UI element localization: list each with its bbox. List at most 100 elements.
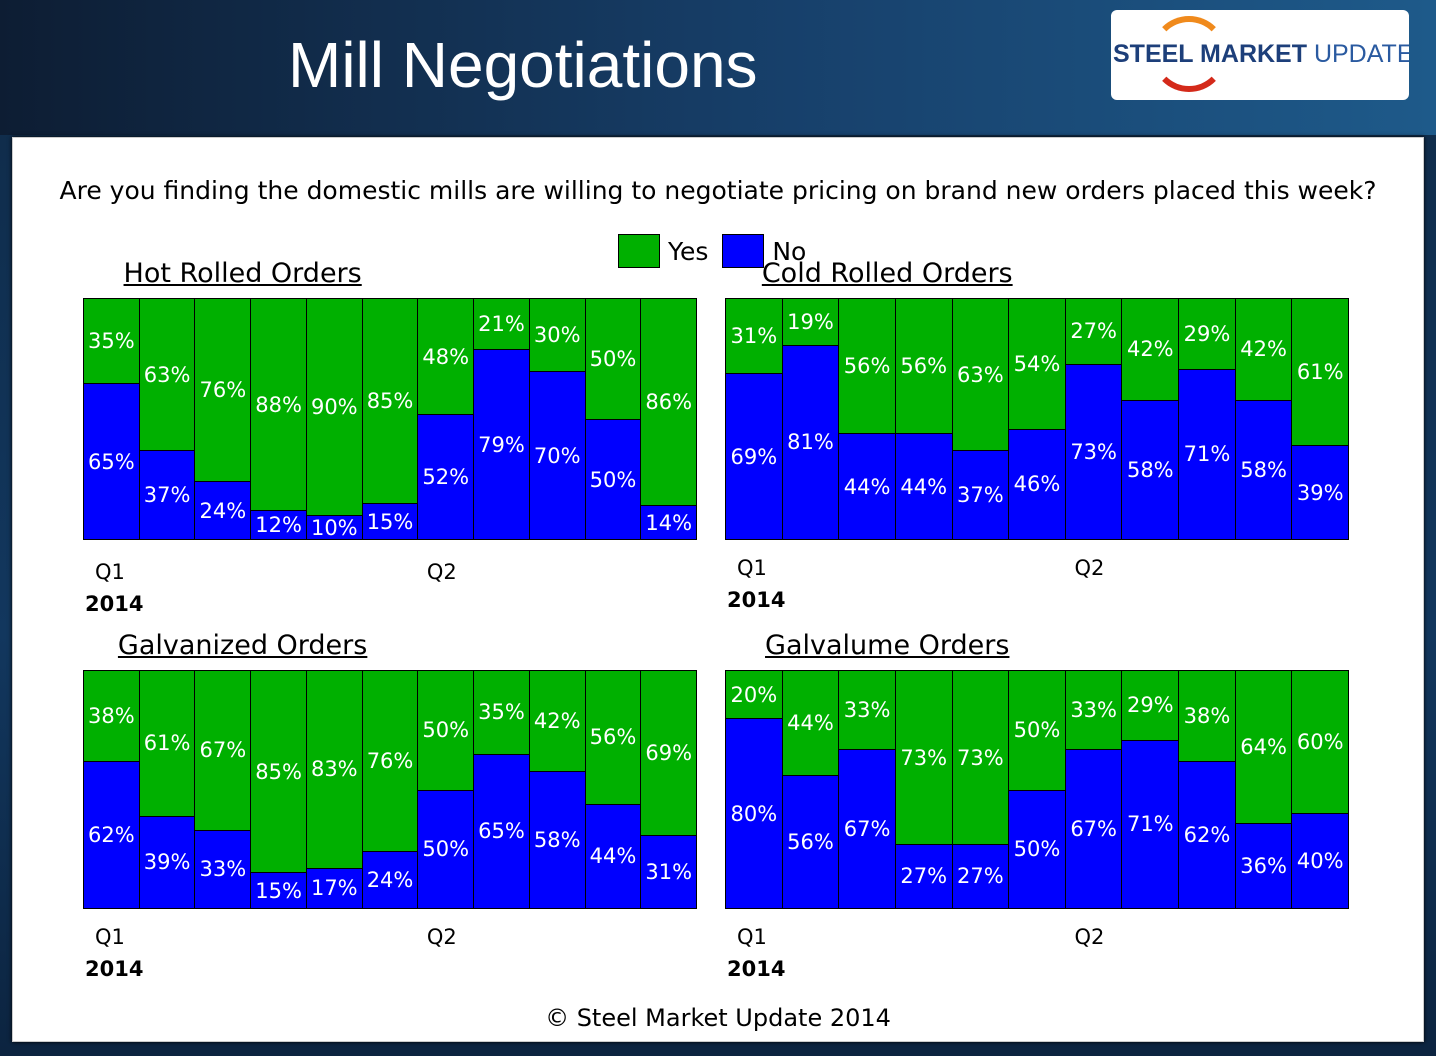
bar: 86% 14% — [641, 299, 697, 539]
x-tick-label: Q2 — [426, 925, 457, 949]
bar: 64% 36% — [1235, 671, 1293, 908]
bar-segment-no: 79% — [474, 349, 529, 539]
bar: 19% 81% — [782, 299, 840, 539]
bar: 50% 50% — [418, 671, 475, 908]
bar: 33% 67% — [839, 671, 896, 908]
bar-segment-yes: 27% — [1065, 299, 1122, 364]
bar-segment-yes: 54% — [1009, 299, 1065, 429]
bar-segment-yes: 50% — [1009, 671, 1065, 790]
bar-segment-no: 31% — [641, 834, 697, 908]
bar-segment-yes: 38% — [84, 671, 139, 762]
bar-segment-yes: 61% — [139, 671, 195, 816]
legend-no-label: No — [772, 236, 807, 266]
bar: 56% 44% — [585, 671, 642, 908]
bar: 38% 62% — [84, 671, 140, 908]
bar-segment-no: 52% — [418, 414, 474, 539]
bar: 35% 65% — [84, 299, 140, 539]
bar: 83% 17% — [306, 671, 363, 908]
bar-segment-no: 40% — [1292, 813, 1349, 908]
logo-swoosh-icon — [1151, 16, 1227, 92]
stacked-bar-chart: 31% 69% 19% 81% 56% 44% 56% 44% 63% 37% 54% 46% 27% 7… — [725, 298, 1349, 540]
bar-segment-no: 50% — [585, 419, 641, 539]
x-year-label: 2014 — [727, 957, 786, 981]
bar-segment-no: 71% — [1122, 739, 1179, 908]
bar-segment-yes: 50% — [418, 671, 474, 790]
bar: 67% 33% — [195, 671, 252, 908]
bar: 73% 27% — [952, 671, 1010, 908]
bar-segment-no: 67% — [839, 749, 895, 908]
bar-segment-no: 39% — [139, 815, 195, 908]
bar-segment-no: 70% — [529, 371, 585, 539]
bar-segment-yes: 67% — [195, 671, 251, 830]
bar-segment-no: 58% — [1235, 399, 1292, 539]
bar-segment-yes: 56% — [895, 299, 952, 434]
bar-segment-no: 14% — [641, 505, 697, 539]
bar: 30% 70% — [529, 299, 586, 539]
bar: 85% 15% — [251, 671, 307, 908]
bar: 35% 65% — [474, 671, 530, 908]
bar-segment-yes: 64% — [1235, 671, 1292, 823]
bar: 29% 71% — [1122, 671, 1180, 908]
bar-segment-no: 24% — [362, 851, 418, 908]
header: Mill Negotiations STEEL MARKET UPDATE — [0, 0, 1436, 135]
bar-segment-no: 15% — [362, 503, 418, 539]
bar-segment-yes: 69% — [641, 671, 697, 835]
bar: 61% 39% — [1292, 299, 1349, 539]
bar: 27% 73% — [1065, 299, 1123, 539]
bar-segment-yes: 21% — [474, 299, 529, 350]
bar-segment-no: 67% — [1065, 749, 1122, 908]
bar-segment-no: 73% — [1065, 363, 1122, 539]
bar-segment-yes: 63% — [952, 299, 1009, 451]
bar-segment-no: 17% — [306, 867, 362, 908]
bar-segment-yes: 42% — [1122, 299, 1179, 400]
x-tick-label: Q1 — [95, 560, 125, 584]
bar-segment-yes: 30% — [529, 299, 585, 371]
bar-segment-yes: 31% — [726, 299, 782, 374]
bar-segment-yes: 50% — [585, 299, 641, 419]
bar-segment-yes: 88% — [251, 299, 306, 511]
x-year-label: 2014 — [727, 588, 786, 612]
bar-segment-yes: 60% — [1292, 671, 1349, 814]
chart-title: Hot Rolled Orders — [123, 258, 362, 289]
bar-segment-no: 71% — [1179, 368, 1235, 539]
bar-segment-no: 44% — [839, 433, 895, 539]
bar-segment-yes: 29% — [1122, 671, 1179, 740]
bar: 90% 10% — [306, 299, 363, 540]
x-year-label: 2014 — [85, 592, 144, 616]
bar: 50% 50% — [1009, 671, 1066, 908]
bar-segment-yes: 90% — [306, 299, 362, 515]
bar-segment-yes: 33% — [1065, 671, 1122, 750]
bar: 42% 58% — [1122, 299, 1180, 539]
bar-segment-no: 10% — [306, 515, 362, 540]
bar-segment-no: 27% — [895, 844, 952, 908]
bar-segment-yes: 63% — [139, 299, 195, 451]
stacked-bar-chart: 38% 62% 61% 39% 67% 33% 85% 15% 83% 17% 76% 24% 50% 5… — [83, 670, 697, 909]
bar-segment-no: 65% — [474, 753, 529, 908]
stacked-bar-chart: 35% 65% 63% 37% 76% 24% 88% 12% 90% 10% 85% 15% 48% 5… — [83, 298, 697, 540]
bar-segment-yes: 35% — [474, 671, 529, 754]
bar-segment-no: 58% — [529, 770, 585, 908]
bar-segment-yes: 56% — [585, 671, 641, 804]
bar-segment-yes: 42% — [1235, 299, 1292, 400]
bar: 60% 40% — [1292, 671, 1349, 908]
bar: 21% 79% — [474, 299, 530, 539]
x-tick-label: Q2 — [1074, 556, 1105, 580]
bar-segment-yes: 73% — [895, 671, 952, 844]
bar-segment-no: 50% — [418, 789, 474, 908]
bar-segment-no: 50% — [1009, 789, 1065, 908]
page-title: Mill Negotiations — [288, 29, 758, 101]
bar: 33% 67% — [1065, 671, 1123, 908]
bar: 76% 24% — [195, 299, 252, 539]
bar-segment-no: 44% — [585, 803, 641, 908]
bar-segment-yes: 56% — [839, 299, 895, 434]
survey-question: Are you finding the domestic mills are w… — [59, 176, 1377, 205]
bar-segment-no: 39% — [1292, 445, 1349, 539]
bar-segment-no: 15% — [251, 872, 306, 908]
bar-segment-no: 37% — [139, 450, 195, 539]
bar-segment-yes: 38% — [1179, 671, 1235, 762]
legend-yes-label: Yes — [668, 236, 709, 266]
bar-segment-no: 46% — [1009, 428, 1065, 539]
x-tick-label: Q1 — [95, 925, 125, 949]
bar: 44% 56% — [782, 671, 840, 908]
bar-segment-yes: 33% — [839, 671, 895, 750]
